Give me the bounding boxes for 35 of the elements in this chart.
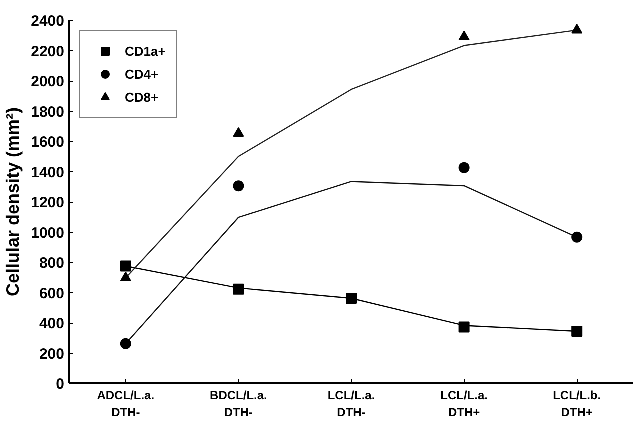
y-tick-label: 200 [39, 346, 65, 363]
y-tick-label: 1600 [31, 134, 65, 151]
point [233, 284, 244, 295]
y-tick-label: 1000 [31, 224, 65, 242]
y-tick-label: 1200 [31, 194, 65, 212]
x-tick-label: BDCL/L.a. DTH- [210, 388, 268, 420]
legend-label: CD8+ [125, 90, 159, 104]
y-tick-label: 2200 [31, 43, 65, 60]
point [572, 326, 583, 337]
point [572, 24, 583, 34]
point [120, 260, 132, 272]
x-tick-label: LCL/L.a. DTH+ [440, 388, 488, 420]
y-tick-label: 1800 [31, 104, 65, 121]
point [233, 180, 244, 192]
y-tick-label: 2000 [31, 74, 65, 90]
legend-label: CD1a+ [125, 44, 166, 58]
legend-label: CD4+ [125, 66, 159, 82]
x-tick-label: LCL/L.b. DTH+ [553, 388, 602, 420]
y-tick-label: 0 [56, 376, 64, 393]
y-tick-label: 400 [39, 316, 65, 332]
point [458, 162, 470, 174]
point [346, 292, 357, 304]
y-tick-label: 2400 [31, 13, 65, 30]
point [120, 272, 132, 282]
y-tick-label: 1400 [31, 164, 65, 182]
x-tick-label: LCL/L.a. DTH- [328, 388, 376, 420]
y-tick-label: 600 [39, 285, 65, 302]
point [572, 232, 583, 243]
point [458, 322, 470, 333]
y-tick-label: 800 [39, 255, 65, 272]
point [458, 30, 470, 41]
x-tick-label: ADCL/L.a. DTH- [97, 388, 155, 420]
point [233, 127, 244, 138]
point [120, 338, 132, 350]
y-axis-title: Cellular density (mm²) [3, 107, 24, 297]
